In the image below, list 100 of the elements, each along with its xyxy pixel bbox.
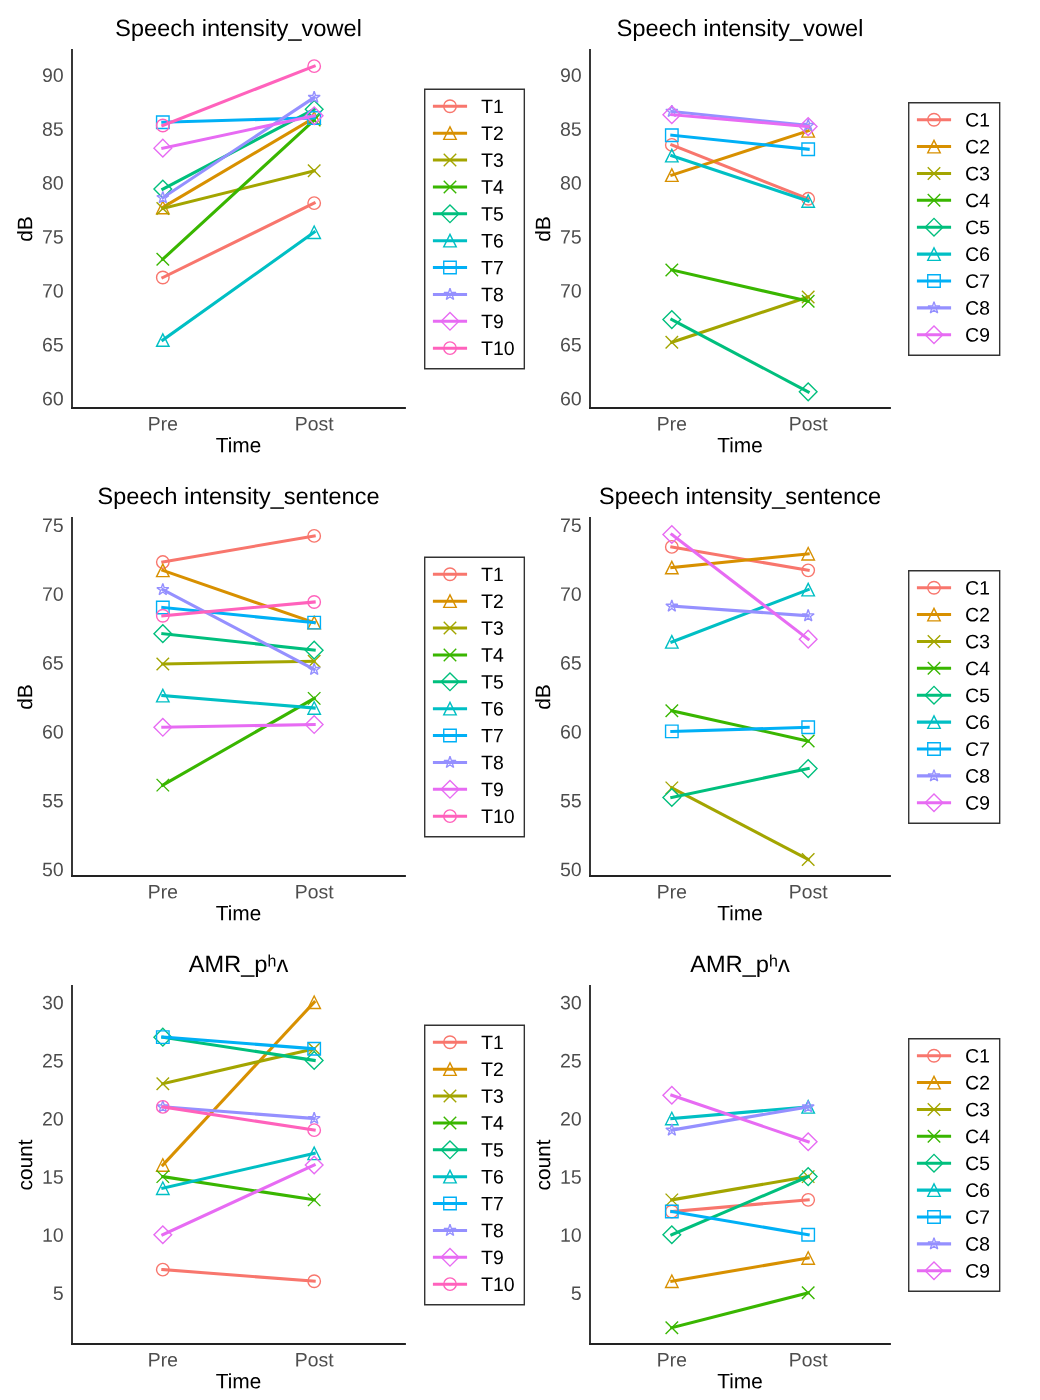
y-tick-label: 55 — [42, 793, 63, 808]
legend-label: C2 — [966, 139, 989, 154]
point — [153, 624, 173, 644]
point — [664, 1192, 679, 1207]
legend-label: C1 — [966, 1048, 990, 1063]
x-tick-label: Pre — [149, 417, 178, 431]
point — [665, 1123, 679, 1136]
legend-label: T1 — [481, 99, 503, 114]
y-tick-label: 60 — [561, 391, 581, 406]
point — [662, 1085, 682, 1105]
point — [801, 294, 816, 309]
legend-label: C3 — [966, 166, 990, 181]
point — [664, 539, 679, 554]
point — [307, 701, 322, 715]
point — [307, 196, 322, 211]
chart-title: Speech intensity_vowel — [617, 19, 862, 42]
point — [662, 105, 682, 125]
x-tick-label: Pre — [149, 1353, 178, 1367]
y-tick-label: 20 — [561, 1111, 581, 1126]
legend-label: T4 — [481, 648, 504, 662]
chart-title: AMR_pʰʌ — [690, 954, 790, 978]
y-axis-title: dB — [535, 685, 551, 709]
legend-label: C6 — [966, 247, 990, 262]
point — [307, 1123, 322, 1138]
y-tick-label: 80 — [560, 176, 581, 190]
point — [307, 528, 322, 543]
point — [801, 289, 816, 304]
point — [155, 1262, 170, 1277]
y-tick-label: 25 — [43, 1053, 63, 1068]
point — [662, 787, 682, 808]
point — [664, 1320, 679, 1335]
legend-label: C5 — [966, 220, 990, 235]
y-axis-title: dB — [17, 685, 33, 709]
point — [307, 654, 322, 669]
legend-label: T10 — [481, 809, 514, 824]
legend-label: T5 — [481, 1143, 503, 1157]
y-axis-title: count — [18, 1139, 33, 1190]
legend-label: T6 — [481, 701, 503, 716]
point — [304, 99, 324, 119]
legend-label: C5 — [966, 1156, 990, 1171]
legend-label: T7 — [481, 728, 503, 743]
legend-label: T6 — [481, 233, 503, 248]
y-tick-label: 75 — [561, 518, 581, 533]
chart-title: Speech intensity_vowel — [116, 19, 361, 42]
legend-label: T8 — [481, 1223, 503, 1238]
point — [798, 382, 818, 402]
legend-label: T7 — [481, 1196, 503, 1211]
x-tick-label: Pre — [149, 885, 178, 899]
point — [307, 595, 322, 609]
point — [801, 1192, 816, 1207]
legend-label: C7 — [966, 1210, 989, 1224]
point — [664, 703, 679, 718]
point — [155, 252, 170, 267]
point — [664, 560, 679, 575]
point — [155, 657, 170, 671]
x-tick-label: Post — [790, 1353, 828, 1367]
chart-title: Speech intensity_sentence — [599, 487, 881, 510]
point — [801, 720, 816, 735]
point — [304, 715, 324, 735]
legend-label: C1 — [966, 580, 990, 595]
x-axis-title: Time — [216, 437, 261, 453]
point — [156, 190, 170, 204]
point — [662, 310, 682, 330]
legend-label: C3 — [966, 1102, 990, 1117]
legend-label: T4 — [481, 1116, 504, 1130]
point — [153, 179, 173, 199]
y-tick-label: 30 — [560, 995, 581, 1010]
x-axis-title: Time — [717, 437, 762, 453]
legend-label: C5 — [966, 688, 990, 703]
point — [664, 263, 679, 277]
legend-label: C8 — [966, 301, 990, 315]
y-tick-label: 5 — [571, 1286, 581, 1301]
y-tick-label: 15 — [561, 1170, 581, 1184]
point — [664, 168, 679, 183]
point — [798, 629, 818, 649]
point — [155, 555, 170, 570]
point — [155, 1181, 170, 1196]
chart-title: Speech intensity_sentence — [98, 487, 379, 510]
legend-label: T2 — [481, 594, 503, 608]
point — [155, 688, 170, 703]
point — [307, 90, 321, 104]
legend-label: C4 — [966, 193, 990, 208]
x-tick-label: Post — [790, 885, 828, 899]
y-tick-label: 90 — [42, 68, 63, 83]
point — [304, 1155, 324, 1175]
point — [664, 1274, 679, 1289]
legend-label: T3 — [481, 1089, 503, 1104]
y-tick-label: 65 — [561, 337, 581, 352]
point — [156, 582, 170, 596]
point — [155, 333, 170, 348]
y-tick-label: 30 — [42, 995, 63, 1010]
legend-label: T10 — [481, 341, 514, 356]
point — [307, 691, 322, 706]
legend-label: T1 — [481, 567, 503, 582]
point — [664, 634, 679, 649]
point — [801, 582, 816, 597]
x-tick-label: Post — [790, 417, 828, 431]
chart-title: AMR_pʰʌ — [188, 954, 289, 978]
legend-label: T2 — [481, 126, 503, 140]
legend-label: C2 — [966, 607, 989, 622]
